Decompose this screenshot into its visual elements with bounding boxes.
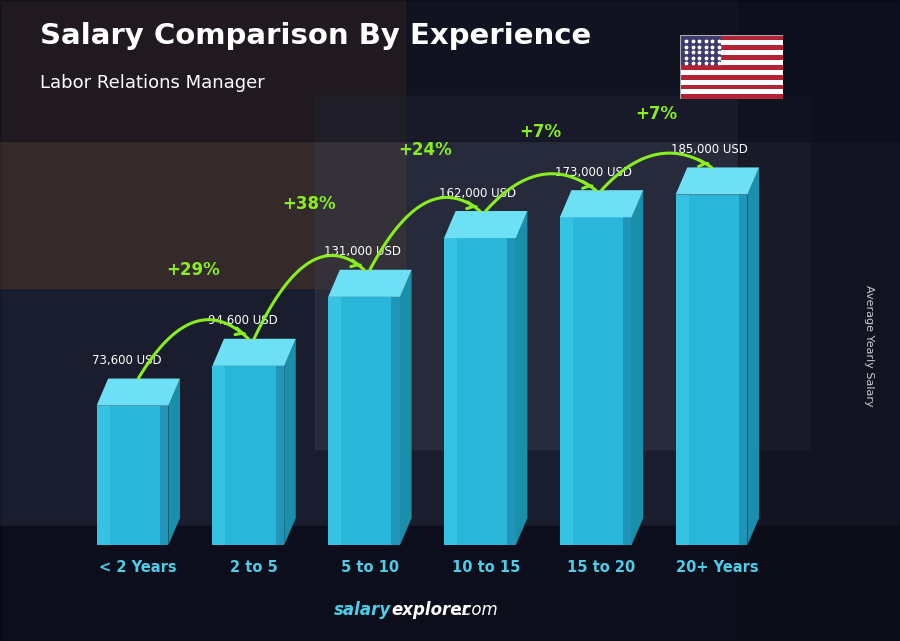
- Bar: [328, 297, 341, 545]
- Text: salary: salary: [334, 601, 392, 619]
- Bar: [680, 45, 783, 50]
- Bar: [0, 526, 900, 641]
- Bar: [96, 406, 110, 545]
- Text: 94,600 USD: 94,600 USD: [208, 314, 277, 328]
- Bar: [0, 0, 405, 288]
- Bar: [680, 85, 783, 90]
- Text: +38%: +38%: [283, 196, 336, 213]
- Bar: [560, 217, 632, 545]
- Polygon shape: [168, 379, 180, 545]
- Text: 185,000 USD: 185,000 USD: [671, 143, 748, 156]
- Text: 5 to 10: 5 to 10: [341, 560, 399, 575]
- Bar: [680, 40, 783, 45]
- Bar: [680, 60, 783, 65]
- Polygon shape: [748, 167, 759, 545]
- Polygon shape: [96, 379, 180, 406]
- Bar: [680, 75, 783, 79]
- Bar: [680, 35, 721, 65]
- Bar: [680, 79, 783, 85]
- Bar: [508, 238, 516, 545]
- Bar: [560, 217, 572, 545]
- Text: +29%: +29%: [166, 261, 220, 279]
- Bar: [392, 297, 400, 545]
- Text: Salary Comparison By Experience: Salary Comparison By Experience: [40, 22, 592, 51]
- Bar: [623, 217, 632, 545]
- Bar: [738, 0, 900, 641]
- Polygon shape: [212, 338, 296, 366]
- Text: +7%: +7%: [519, 124, 562, 142]
- Bar: [212, 366, 225, 545]
- Bar: [315, 96, 810, 449]
- Bar: [212, 366, 284, 545]
- Bar: [160, 406, 168, 545]
- Bar: [680, 50, 783, 55]
- Bar: [275, 366, 284, 545]
- Polygon shape: [284, 338, 296, 545]
- Text: explorer: explorer: [392, 601, 470, 619]
- Polygon shape: [400, 270, 411, 545]
- Text: Labor Relations Manager: Labor Relations Manager: [40, 74, 266, 92]
- Polygon shape: [676, 167, 759, 194]
- Text: +7%: +7%: [635, 104, 678, 122]
- Bar: [444, 238, 457, 545]
- Text: 20+ Years: 20+ Years: [676, 560, 759, 575]
- Text: 162,000 USD: 162,000 USD: [439, 187, 517, 199]
- Bar: [676, 194, 688, 545]
- Text: 2 to 5: 2 to 5: [230, 560, 278, 575]
- Bar: [680, 65, 783, 70]
- Polygon shape: [516, 211, 527, 545]
- Bar: [328, 297, 400, 545]
- Bar: [680, 70, 783, 75]
- Text: 173,000 USD: 173,000 USD: [555, 166, 632, 179]
- Bar: [676, 194, 748, 545]
- Polygon shape: [632, 190, 644, 545]
- Bar: [444, 238, 516, 545]
- Bar: [680, 94, 783, 99]
- Text: Average Yearly Salary: Average Yearly Salary: [863, 285, 874, 407]
- Bar: [680, 90, 783, 94]
- Bar: [680, 55, 783, 60]
- Text: 15 to 20: 15 to 20: [567, 560, 635, 575]
- Text: 10 to 15: 10 to 15: [452, 560, 520, 575]
- Text: 131,000 USD: 131,000 USD: [324, 246, 400, 258]
- Bar: [680, 35, 783, 40]
- Polygon shape: [328, 270, 411, 297]
- Text: 73,600 USD: 73,600 USD: [92, 354, 162, 367]
- Bar: [739, 194, 748, 545]
- Text: +24%: +24%: [398, 140, 452, 158]
- Text: < 2 Years: < 2 Years: [100, 560, 177, 575]
- Polygon shape: [560, 190, 643, 217]
- Polygon shape: [444, 211, 527, 238]
- Text: .com: .com: [457, 601, 498, 619]
- Bar: [96, 406, 168, 545]
- Bar: [0, 0, 900, 141]
